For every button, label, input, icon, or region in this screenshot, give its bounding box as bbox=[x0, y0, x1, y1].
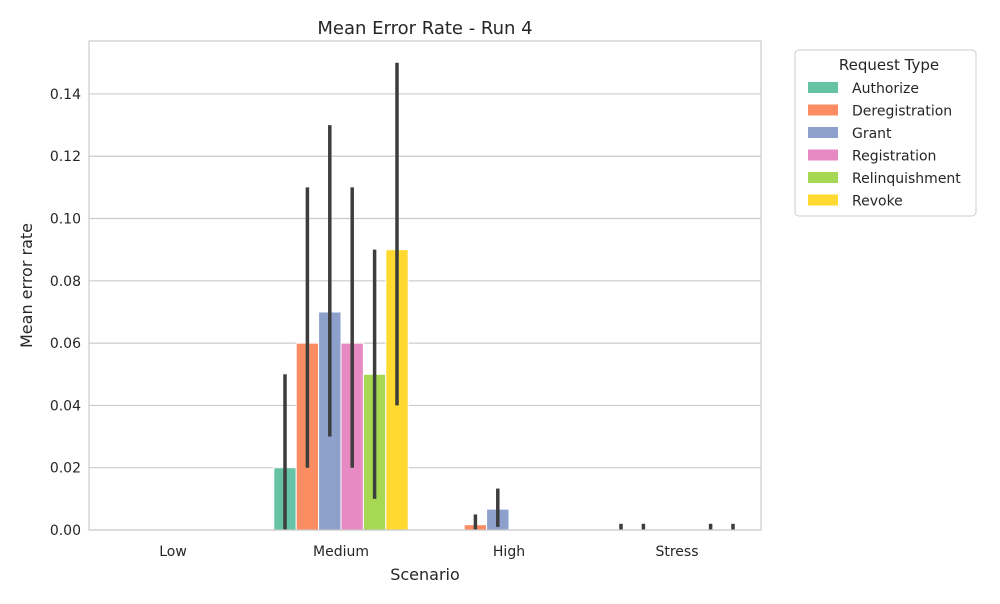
x-axis-ticks: Low Medium High Stress bbox=[159, 544, 698, 560]
error-bars bbox=[283, 62, 735, 530]
legend-frame bbox=[794, 49, 977, 217]
y-tick-label: 0.08 bbox=[50, 274, 81, 290]
legend-swatch bbox=[808, 82, 838, 93]
y-tick-label: 0.12 bbox=[50, 149, 81, 165]
legend-swatch bbox=[808, 149, 838, 161]
x-tick-label: Low bbox=[159, 544, 187, 560]
legend-label: Deregistration bbox=[852, 104, 952, 120]
y-tick-label: 0.14 bbox=[50, 87, 81, 103]
x-tick-label: High bbox=[493, 544, 525, 560]
x-tick-label: Medium bbox=[313, 544, 369, 560]
legend-label: Authorize bbox=[852, 81, 919, 97]
legend-swatch bbox=[808, 127, 838, 138]
plot-frame bbox=[88, 40, 762, 531]
y-axis-label: Mean error rate bbox=[17, 223, 36, 348]
legend-label: Relinquishment bbox=[852, 171, 961, 187]
y-tick-label: 0.06 bbox=[50, 336, 81, 352]
legend-swatch bbox=[808, 104, 838, 116]
y-tick-label: 0.04 bbox=[50, 398, 81, 414]
legend-title: Request Type bbox=[839, 56, 939, 74]
y-axis-ticks: 0.00 0.02 0.04 0.06 0.08 0.10 0.12 0.14 bbox=[50, 87, 81, 539]
legend-items: Authorize Deregistration Grant Registration… bbox=[808, 81, 961, 210]
x-axis-label: Scenario bbox=[390, 565, 460, 584]
y-tick-label: 0.00 bbox=[50, 523, 81, 539]
legend-label: Revoke bbox=[852, 194, 903, 210]
legend-swatch bbox=[808, 194, 838, 206]
legend-swatch bbox=[808, 172, 838, 183]
legend-label: Grant bbox=[852, 126, 892, 142]
legend: Request Type Authorize Deregistration Gran… bbox=[794, 49, 977, 217]
chart-title: Mean Error Rate - Run 4 bbox=[317, 18, 532, 39]
y-tick-label: 0.02 bbox=[50, 461, 81, 477]
x-tick-label: Stress bbox=[655, 544, 698, 560]
grid-lines bbox=[89, 93, 761, 531]
legend-label: Registration bbox=[852, 149, 936, 165]
y-tick-label: 0.10 bbox=[50, 212, 81, 228]
